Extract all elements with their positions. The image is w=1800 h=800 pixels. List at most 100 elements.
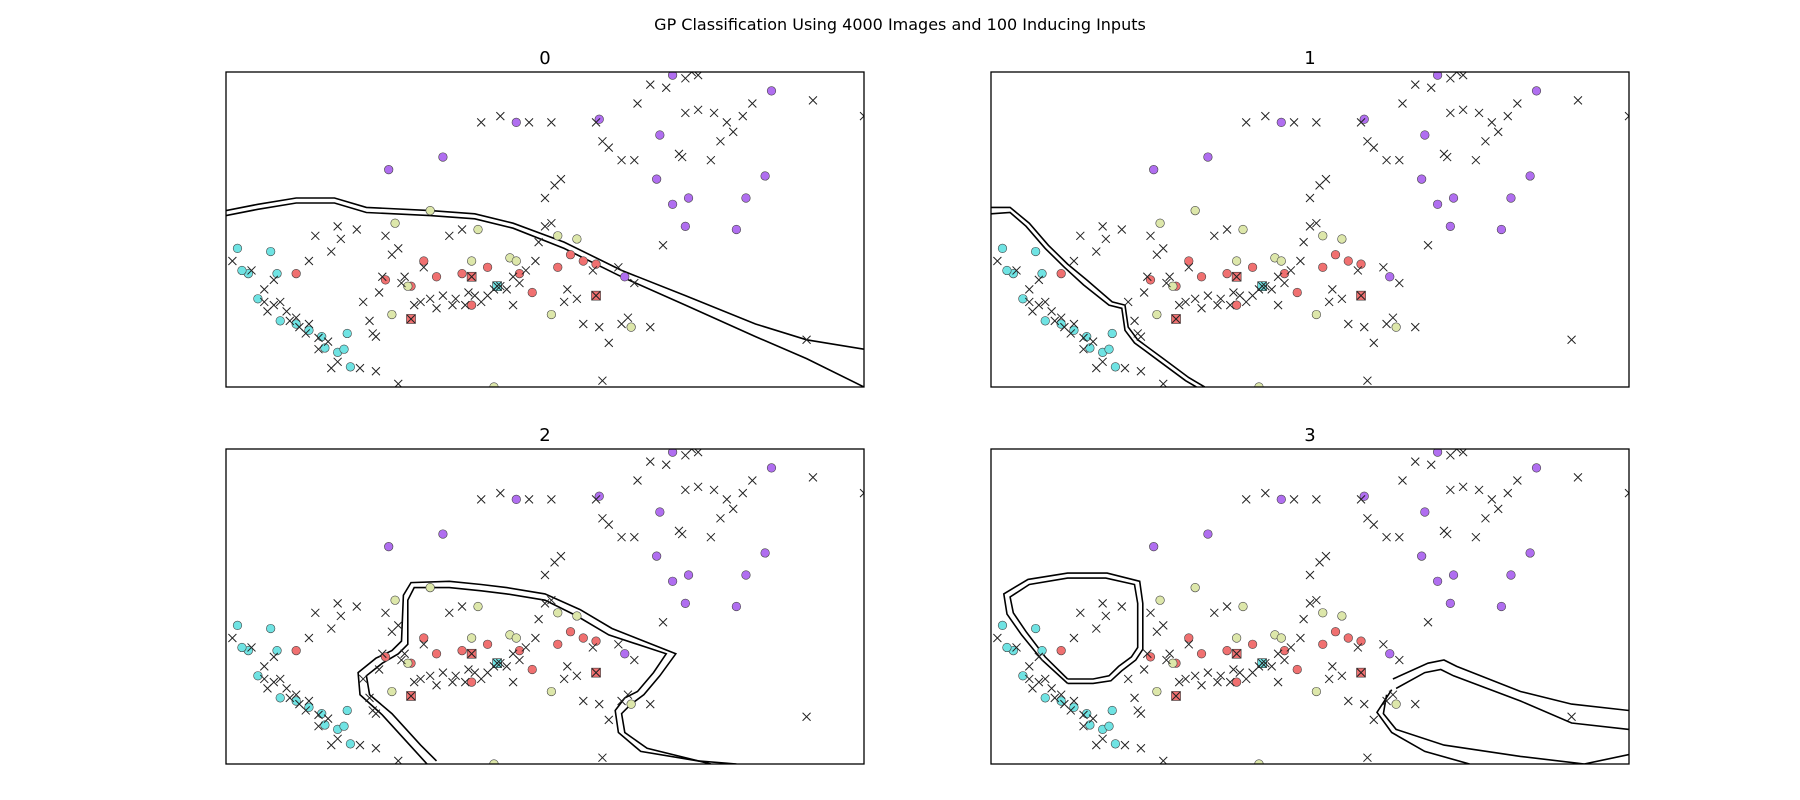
inducing-input-marker [1069, 256, 1079, 266]
inducing-input-marker [1091, 624, 1101, 633]
inducing-input-marker [1305, 193, 1315, 203]
red-data-point-with-inducing-input [591, 667, 601, 678]
inducing-input-marker [1075, 231, 1085, 241]
red-data-point [1318, 262, 1328, 272]
inducing-input-marker [1165, 649, 1174, 659]
inducing-input-marker [1181, 674, 1190, 684]
inducing-input-marker [1066, 329, 1076, 338]
inducing-input-marker [677, 152, 687, 162]
inducing-input-marker [409, 677, 419, 687]
purple-data-point [1448, 570, 1459, 580]
red-data-point-with-inducing-input [591, 290, 601, 301]
inducing-input-marker [1174, 677, 1184, 687]
inducing-input-marker [460, 677, 470, 687]
inducing-input-marker [326, 624, 336, 633]
inducing-input-marker [1117, 602, 1127, 611]
inducing-input-marker [614, 639, 623, 649]
cyan-data-point [1018, 671, 1028, 681]
inducing-input-marker [661, 83, 671, 93]
purple-data-point [766, 463, 777, 473]
inducing-input-marker [371, 709, 381, 718]
red-data-point [527, 664, 537, 675]
purple-data-point [1203, 152, 1213, 162]
subplot-1: 1 [990, 48, 1630, 388]
cyan-data-point [253, 294, 263, 304]
inducing-input-marker [1512, 476, 1522, 485]
cyan-data-point [342, 705, 352, 716]
inducing-input-marker [247, 643, 256, 652]
inducing-input-marker [314, 710, 323, 720]
red-data-point [482, 639, 493, 649]
inducing-input-marker [1203, 291, 1213, 301]
inducing-input-marker [1254, 284, 1264, 294]
inducing-input-marker [1209, 608, 1219, 618]
inducing-input-marker [1296, 256, 1305, 266]
purple-data-point [384, 165, 394, 175]
inducing-input-marker [1363, 753, 1372, 763]
inducing-input-marker [336, 611, 346, 621]
inducing-input-marker [1136, 743, 1146, 753]
inducing-input-marker [275, 297, 285, 307]
red-data-point [1343, 256, 1353, 266]
inducing-input-marker [336, 234, 346, 244]
inducing-input-marker [1069, 319, 1079, 329]
cyan-data-point [253, 671, 263, 681]
inducing-input-marker [476, 495, 486, 504]
red-data-point [591, 259, 601, 269]
inducing-input-marker [588, 643, 598, 652]
inducing-input-marker [476, 118, 486, 127]
inducing-input-marker [524, 495, 534, 504]
inducing-input-marker [419, 639, 429, 649]
red-data-point [419, 633, 429, 643]
red-data-point [1292, 664, 1302, 675]
inducing-input-marker [1190, 671, 1200, 681]
inducing-input-marker [1260, 658, 1270, 668]
subplot-3: 3 [990, 425, 1630, 765]
inducing-input-marker [524, 118, 534, 127]
red-data-point-with-inducing-input [466, 271, 477, 282]
inducing-input-marker [540, 221, 550, 231]
inducing-input-marker [1305, 598, 1315, 608]
inducing-input-marker [1394, 278, 1404, 288]
inducing-input-marker [400, 649, 409, 659]
inducing-input-marker [1273, 677, 1283, 687]
inducing-input-marker [269, 300, 279, 310]
red-data-point [457, 645, 467, 656]
inducing-input-marker [1040, 297, 1050, 307]
inducing-input-marker [326, 247, 336, 256]
purple-data-point [1531, 463, 1542, 473]
subplot-2: 2 [225, 425, 865, 765]
inducing-input-marker [716, 513, 725, 523]
axes-frame [990, 71, 1630, 388]
plot-area [228, 449, 864, 764]
red-data-point [1056, 269, 1066, 279]
inducing-input-marker [808, 95, 818, 105]
inducing-input-marker [269, 652, 279, 662]
cyan-data-point [275, 316, 285, 326]
inducing-input-marker [291, 690, 301, 700]
yellow-data-point [403, 658, 413, 668]
inducing-input-marker [269, 677, 279, 687]
inducing-input-marker [1442, 529, 1452, 539]
inducing-input-marker [540, 570, 550, 580]
inducing-input-marker [1426, 460, 1436, 470]
inducing-input-marker [1398, 476, 1407, 485]
inducing-input-marker [681, 485, 690, 495]
inducing-input-marker [1024, 284, 1034, 294]
inducing-input-marker [1324, 297, 1334, 307]
inducing-input-marker [1101, 611, 1111, 621]
inducing-input-marker [1359, 322, 1369, 332]
inducing-input-marker [377, 649, 387, 659]
red-data-point [457, 269, 467, 279]
red-data-point [1232, 300, 1242, 310]
purple-data-point [620, 649, 630, 659]
cyan-data-point [317, 332, 327, 342]
inducing-input-marker [1280, 655, 1289, 665]
inducing-input-marker [1260, 111, 1270, 121]
inducing-input-marker [1069, 633, 1079, 643]
red-data-point-with-inducing-input [1356, 290, 1366, 301]
inducing-input-marker [495, 488, 505, 498]
inducing-input-marker [1289, 495, 1299, 504]
inducing-input-marker [1050, 316, 1060, 326]
